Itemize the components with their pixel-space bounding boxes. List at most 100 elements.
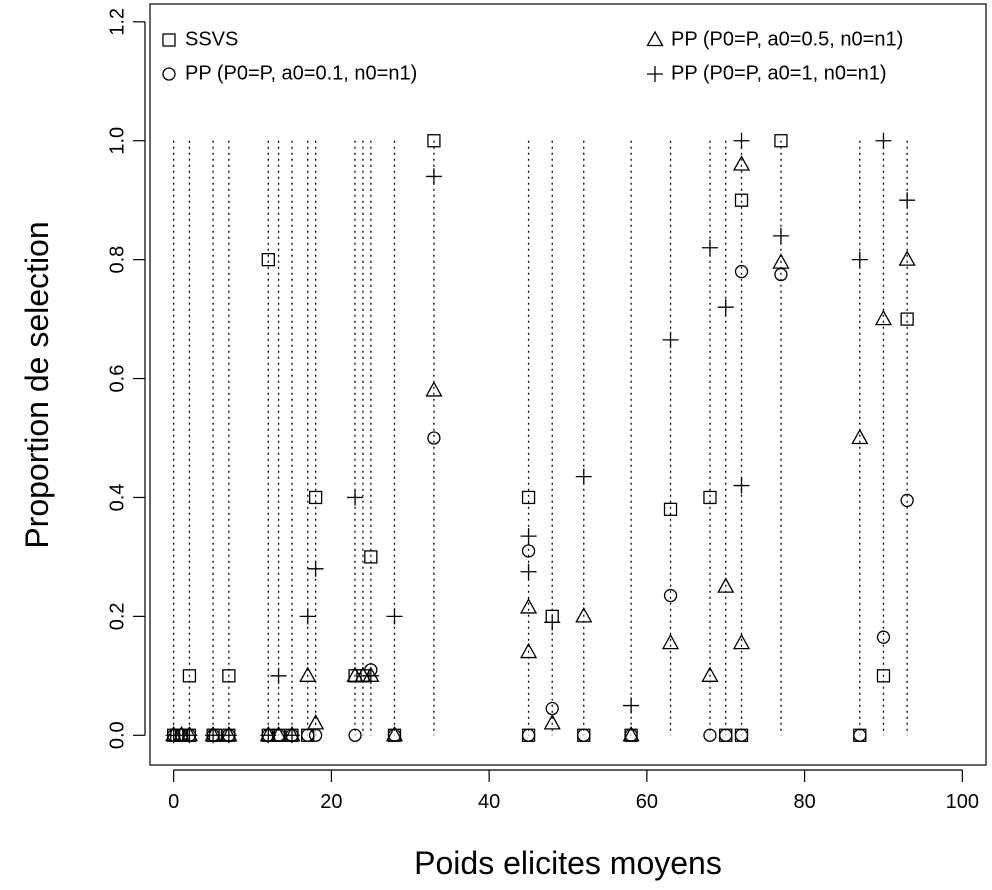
- square-point: [261, 252, 275, 267]
- y-tick-label: 0.6: [106, 365, 128, 393]
- plus-point: [520, 563, 537, 580]
- square-point: [774, 134, 788, 148]
- circle-point: [703, 728, 717, 742]
- legend-label: PP (P0=P, a0=1, n0=n1): [671, 62, 887, 84]
- plus-point: [717, 299, 734, 316]
- triangle-point: [898, 250, 916, 266]
- plus-point: [623, 697, 640, 714]
- legend-item: PP (P0=P, a0=0.5, n0=n1): [646, 28, 903, 50]
- triangle-point: [701, 666, 719, 682]
- legend-circle-icon: [162, 67, 176, 81]
- y-tick-label: 1.0: [106, 127, 128, 155]
- plus-point: [181, 727, 198, 744]
- legend-label: SSVS: [185, 28, 238, 50]
- legend-item: PP (P0=P, a0=0.1, n0=n1): [162, 62, 417, 84]
- square-point: [182, 669, 197, 683]
- x-axis: 0 20 40 60 80 100: [168, 769, 979, 813]
- x-tick-label: 0: [168, 791, 179, 813]
- triangle-point: [851, 428, 869, 445]
- triangle-point: [307, 714, 325, 730]
- plus-point: [733, 477, 750, 494]
- circle-point: [719, 728, 733, 742]
- x-tick-label: 40: [478, 791, 500, 813]
- triangle-point: [732, 633, 751, 650]
- square-point: [876, 669, 891, 683]
- plus-point: [662, 331, 679, 348]
- x-tick-label: 100: [946, 791, 979, 813]
- series-square: [167, 134, 914, 742]
- legend-label: PP (P0=P, a0=0.1, n0=n1): [185, 62, 417, 84]
- plus-point: [299, 608, 316, 625]
- guides-layer: [173, 140, 908, 736]
- y-tick-label: 0.8: [106, 246, 128, 274]
- triangle-point: [385, 725, 404, 742]
- plus-point: [520, 528, 537, 545]
- plus-point: [575, 468, 592, 485]
- triangle-point: [772, 253, 790, 269]
- triangle-point: [269, 725, 288, 742]
- y-axis-title: Proportion de selection: [19, 221, 55, 548]
- x-tick-label: 20: [320, 791, 342, 813]
- plus-point: [347, 489, 364, 506]
- plus-point: [875, 132, 892, 149]
- circle-point: [876, 630, 891, 644]
- x-axis-title: Poids elicites moyens: [414, 845, 722, 881]
- square-point: [703, 490, 717, 505]
- legend-item: SSVS: [162, 28, 238, 50]
- plus-point: [270, 667, 287, 684]
- triangle-point: [874, 309, 893, 326]
- plus-point: [851, 251, 868, 268]
- legend-triangle-icon: [646, 30, 664, 47]
- plus-point: [544, 614, 561, 631]
- x-tick-label: 60: [636, 791, 658, 813]
- triangle-point: [622, 725, 640, 742]
- plus-point: [283, 727, 300, 744]
- circle-point: [521, 544, 536, 558]
- triangle-point: [661, 633, 680, 650]
- circle-point: [900, 493, 914, 508]
- circle-point: [853, 728, 867, 742]
- triangle-point: [519, 598, 538, 614]
- triangle-point: [732, 155, 751, 171]
- series-circle: [167, 264, 914, 742]
- circle-point: [427, 431, 441, 445]
- legend-plus-icon: [647, 66, 663, 82]
- triangle-point: [425, 381, 443, 397]
- circle-point: [663, 588, 678, 603]
- plus-point: [307, 560, 324, 577]
- plus-point: [899, 192, 916, 209]
- y-tick-label: 0.4: [106, 484, 128, 512]
- legend-square-icon: [162, 33, 176, 47]
- y-axis: 0.0 0.2 0.4 0.6 0.8 1.0 1.2: [106, 8, 146, 749]
- points-layer: [165, 132, 916, 744]
- plus-point: [362, 667, 379, 684]
- legend-label: PP (P0=P, a0=0.5, n0=n1): [671, 28, 903, 50]
- circle-point: [577, 728, 591, 742]
- legend: SSVS PP (P0=P, a0=0.1, n0=n1) PP (P0=P, a0…: [162, 28, 903, 84]
- plus-point: [260, 727, 277, 744]
- circle-point: [734, 728, 749, 742]
- y-tick-label: 0.2: [106, 602, 128, 630]
- plus-point: [205, 727, 222, 744]
- plus-point: [772, 227, 789, 244]
- plus-point: [733, 132, 750, 149]
- triangle-point: [519, 642, 538, 659]
- triangle-point: [543, 714, 561, 730]
- y-tick-label: 1.2: [106, 8, 128, 36]
- triangle-point: [299, 666, 317, 682]
- legend-item: PP (P0=P, a0=1, n0=n1): [647, 62, 887, 84]
- circle-point: [734, 264, 749, 279]
- plus-point: [220, 727, 237, 744]
- square-point: [521, 490, 536, 505]
- square-point: [364, 550, 378, 564]
- circle-point: [348, 728, 362, 742]
- triangle-point: [575, 607, 593, 623]
- square-point: [734, 193, 749, 207]
- square-point: [900, 312, 914, 326]
- plus-point: [701, 239, 718, 256]
- square-point: [663, 502, 678, 517]
- square-point: [427, 134, 441, 148]
- square-point: [222, 669, 236, 683]
- x-tick-label: 80: [793, 791, 815, 813]
